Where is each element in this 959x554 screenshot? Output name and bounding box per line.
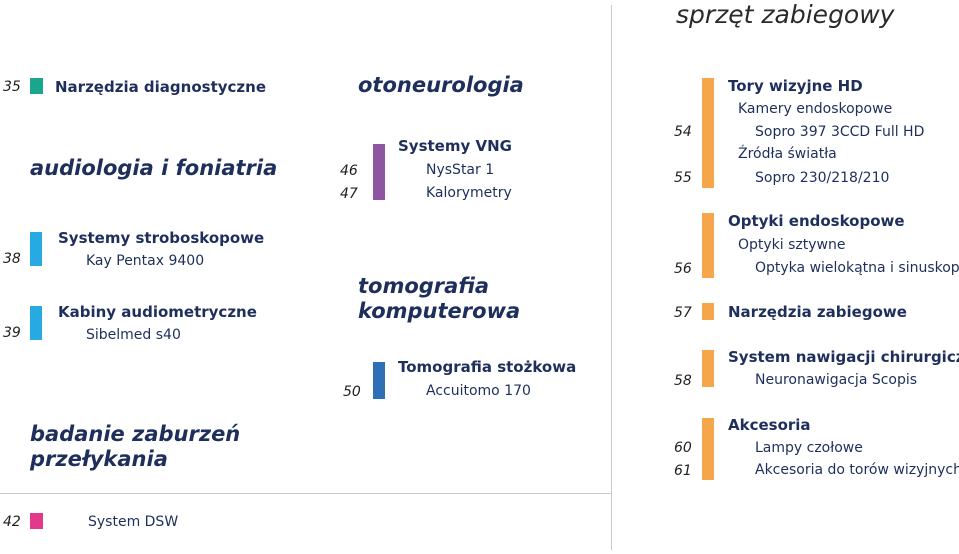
section-heading: komputerowa: [358, 299, 521, 323]
item-number: 55: [674, 170, 692, 186]
item-sub: Lampy czołowe: [755, 440, 863, 456]
item-number: 39: [3, 325, 21, 341]
item-sub: Źródła światła: [738, 146, 837, 162]
item-number: 42: [3, 514, 21, 530]
item-label: Kabiny audiometryczne: [58, 303, 257, 321]
item-label: Narzędzia diagnostyczne: [55, 78, 267, 96]
orange-marker: [702, 350, 714, 387]
item-label: Systemy stroboskopowe: [58, 229, 265, 247]
item-label: Tomografia stożkowa: [398, 358, 577, 376]
item-number: 54: [674, 124, 692, 140]
item-sub: Akcesoria do torów wizyjnych: [755, 462, 959, 478]
item-number: 50: [343, 384, 361, 400]
item-number: 61: [674, 463, 692, 479]
item-sub: Sopro 230/218/210: [755, 170, 890, 186]
item-label: Systemy VNG: [398, 137, 512, 155]
cyan-marker: [30, 232, 42, 266]
section-heading: audiologia i foniatria: [30, 156, 278, 180]
item-label: Optyki endoskopowe: [728, 212, 905, 230]
blue-marker: [373, 362, 385, 399]
item-number: 57: [674, 305, 692, 321]
teal-marker: [30, 78, 43, 94]
column-divider-horizontal: [0, 493, 612, 494]
item-sub: Kay Pentax 9400: [86, 253, 205, 269]
item-sub: Kamery endoskopowe: [738, 101, 893, 117]
orange-marker: [702, 213, 714, 278]
pink-marker: [30, 513, 43, 529]
item-label: System nawigacji chirurgicznej: [728, 348, 959, 366]
item-number: 58: [674, 373, 692, 389]
item-number: 56: [674, 261, 692, 277]
item-label: System DSW: [88, 514, 179, 530]
item-label: Akcesoria: [728, 416, 811, 434]
item-sub: Optyka wielokątna i sinuskopy: [755, 260, 959, 276]
item-sub: Sopro 397 3CCD Full HD: [755, 124, 925, 140]
section-heading: otoneurologia: [358, 73, 524, 97]
orange-marker: [702, 418, 714, 480]
cyan-marker: [30, 306, 42, 340]
section-heading: badanie zaburzeń: [30, 422, 241, 446]
item-sub: Accuitomo 170: [426, 383, 531, 399]
item-sub: Optyki sztywne: [738, 237, 846, 253]
item-sub: Sibelmed s40: [86, 327, 181, 343]
page-title: sprzęt zabiegowy: [676, 0, 895, 29]
item-number: 35: [3, 79, 21, 95]
item-number: 47: [340, 186, 358, 202]
item-number: 60: [674, 440, 692, 456]
item-number: 38: [3, 251, 21, 267]
purple-marker: [373, 144, 385, 200]
item-label: Narzędzia zabiegowe: [728, 303, 907, 321]
item-label: Tory wizyjne HD: [728, 77, 863, 95]
orange-marker: [702, 303, 714, 320]
section-heading: przełykania: [30, 447, 168, 471]
section-heading: tomografia: [358, 274, 490, 298]
item-number: 46: [340, 163, 358, 179]
item-sub: Neuronawigacja Scopis: [755, 372, 918, 388]
item-sub: NysStar 1: [426, 162, 495, 178]
orange-marker: [702, 78, 714, 188]
column-divider-vertical: [611, 5, 612, 550]
item-sub: Kalorymetry: [426, 185, 512, 201]
